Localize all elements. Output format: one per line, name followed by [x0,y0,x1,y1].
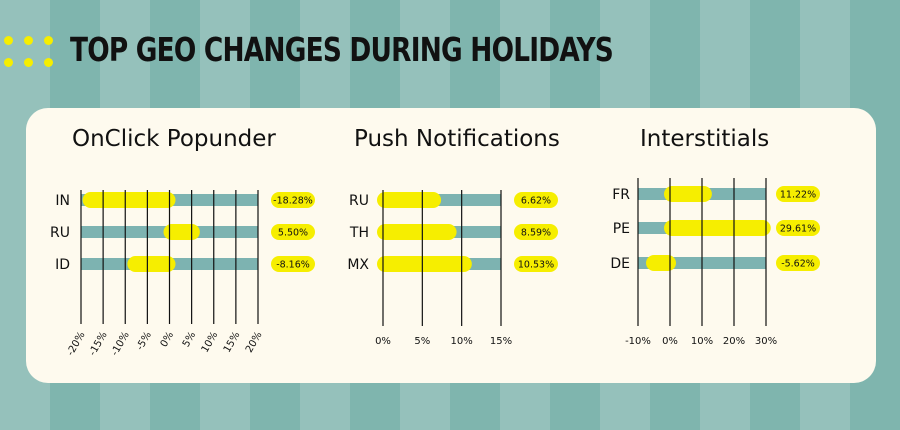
category-label-1-1: TH [349,225,369,241]
tick-label-2-0: -10% [625,336,651,347]
value-bar-0-0 [82,192,176,208]
tick-label-0-2: -10% [109,330,131,358]
charts-card: OnClick Popunder Push Notifications Inte… [26,108,876,383]
tick-label-0-5: 5% [181,330,198,349]
value-label-1-2: 10.53% [518,260,554,271]
value-badge-0-0 [271,192,315,208]
value-bar-2-1 [664,220,771,236]
value-label-1-1: 8.59% [521,228,551,239]
tick-label-0-4: 0% [159,330,176,349]
value-bar-0-2 [127,256,176,272]
value-bar-1-1 [377,224,457,240]
value-badge-1-2 [514,256,558,272]
category-label-2-0: FR [612,187,630,203]
tick-label-0-7: 15% [222,330,243,355]
decorative-dots [4,36,56,70]
category-label-1-2: MX [347,257,369,273]
category-label-1-0: RU [349,193,369,209]
value-badge-2-1 [776,220,820,236]
value-label-0-0: -18.28% [273,196,313,207]
value-bar-0-1 [163,224,200,240]
panel-title-push-notifications: Push Notifications [354,126,560,152]
panel-title-interstitials: Interstitials [640,126,770,152]
value-badge-0-2 [271,256,315,272]
category-label-2-1: PE [613,221,630,237]
value-bar-1-0 [377,192,442,208]
tick-label-0-8: 20% [244,330,265,355]
tick-label-0-0: -20% [65,330,87,358]
tick-label-0-6: 10% [200,330,221,355]
value-label-2-2: -5.62% [781,259,815,270]
value-badge-2-2 [776,255,820,271]
value-label-0-1: 5.50% [278,228,308,239]
value-label-0-2: -8.16% [276,260,310,271]
value-label-2-0: 11.22% [780,190,816,201]
value-bar-2-2 [646,255,676,271]
category-label-2-2: DE [610,256,630,272]
value-badge-1-1 [514,224,558,240]
tick-label-1-2: 10% [451,336,473,347]
tick-label-2-1: 0% [662,336,678,347]
value-badge-1-0 [514,192,558,208]
value-badge-2-0 [776,186,820,202]
tick-label-2-2: 10% [691,336,713,347]
tick-label-0-1: -15% [87,330,109,358]
panel-title-onclick-popunder: OnClick Popunder [72,126,276,152]
value-bar-1-2 [377,256,472,272]
value-bar-2-0 [664,186,712,202]
tick-label-1-1: 5% [414,336,430,347]
tick-label-2-3: 20% [723,336,745,347]
category-label-0-0: IN [55,193,70,209]
value-badge-0-1 [271,224,315,240]
category-label-0-2: ID [55,257,70,273]
tick-label-2-4: 30% [755,336,777,347]
tick-label-1-0: 0% [375,336,391,347]
tick-label-0-3: -5% [135,330,154,352]
tick-label-1-3: 15% [490,336,512,347]
category-label-0-1: RU [50,225,70,241]
page-title: TOP GEO CHANGES DURING HOLIDAYS [70,30,614,69]
value-label-1-0: 6.62% [521,196,551,207]
value-label-2-1: 29.61% [780,224,816,235]
